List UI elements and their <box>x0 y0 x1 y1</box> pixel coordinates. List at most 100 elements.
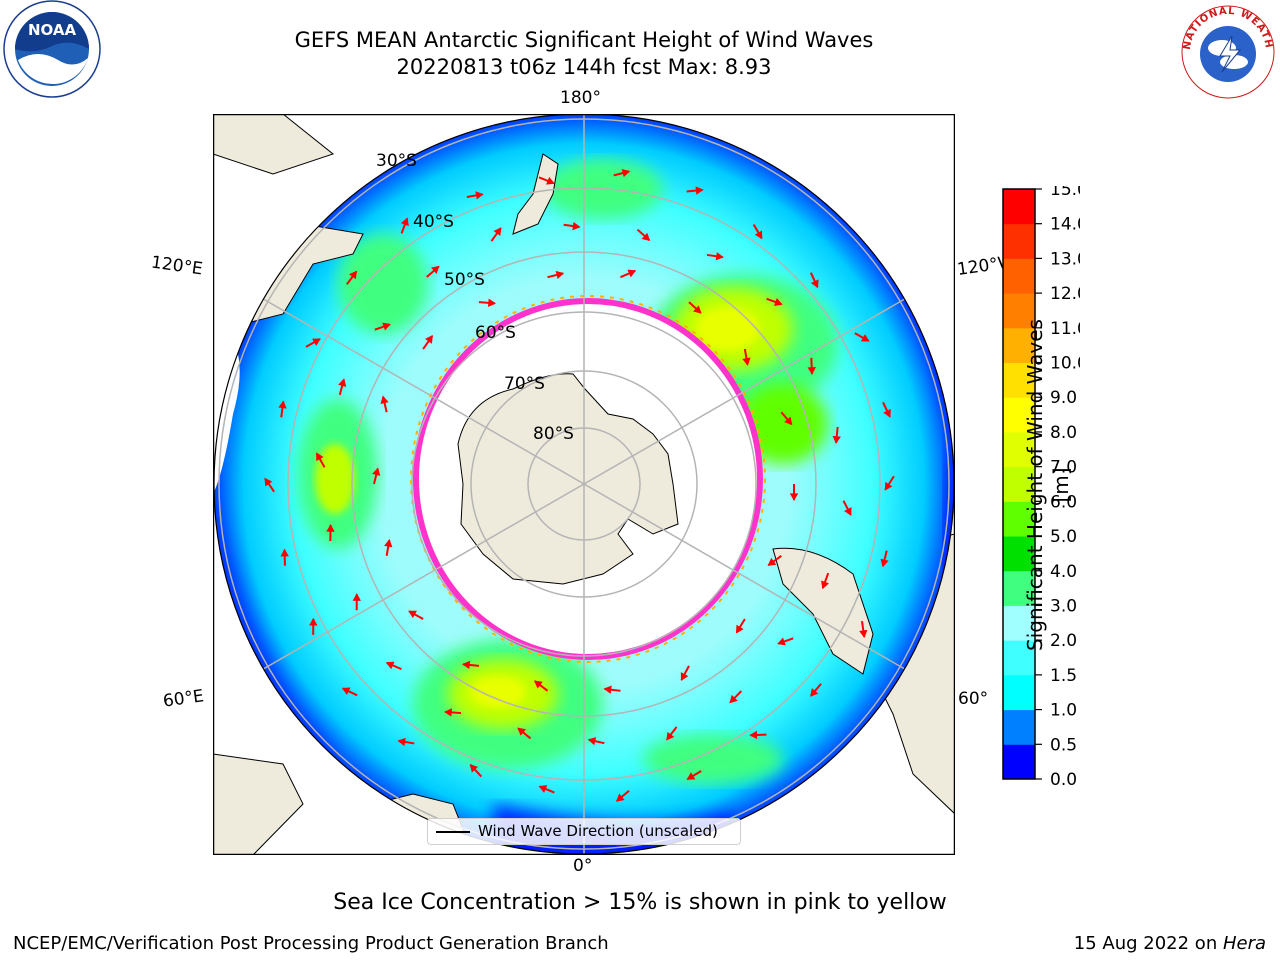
lon-label-0: 0° <box>573 856 593 876</box>
wind-wave-arrowhead <box>475 191 484 200</box>
wind-wave-arrowhead <box>880 558 889 568</box>
wind-wave-arrowhead <box>280 548 289 557</box>
legend-line-swatch <box>436 831 470 833</box>
colorbar-tick-label: 1.5 <box>1050 666 1077 686</box>
colorbar-tick-label: 3.0 <box>1050 596 1077 616</box>
chart-subtitle: 20220813 t06z 144h fcst Max: 8.93 <box>396 55 772 79</box>
wind-wave-arrowhead <box>810 279 819 289</box>
lat-label-60s: 60°S <box>475 323 516 343</box>
wind-wave-arrowhead <box>278 400 287 409</box>
wind-wave-arrowhead <box>749 730 758 740</box>
wind-wave-arrowhead <box>555 270 565 280</box>
lon-label-180: 180° <box>560 88 601 108</box>
wind-wave-arrowhead <box>431 265 440 274</box>
wind-wave-arrowhead <box>493 227 502 236</box>
wind-wave-arrowhead <box>534 680 543 689</box>
colorbar-tick-label: 6.0 <box>1050 492 1077 512</box>
wind-wave-arrowhead <box>616 793 625 802</box>
wind-wave-arrowhead <box>621 168 631 178</box>
colorbar-tick-label: 7.0 <box>1050 458 1077 478</box>
colorbar-tick-label: 0.0 <box>1050 770 1077 786</box>
wind-wave-arrowhead <box>789 493 799 502</box>
colorbar: 0.0 0.5 1.0 1.5 2.0 3.0 4.0 5.0 6.0 7.0 8.0 9.0 10.0… <box>1002 186 1080 786</box>
wind-wave-arrowhead <box>443 708 452 717</box>
wind-wave-arrows <box>264 168 895 802</box>
colorbar-band <box>1003 397 1035 433</box>
colorbar-band <box>1003 674 1035 711</box>
wind-wave-arrowhead <box>488 298 496 308</box>
wind-wave-arrowhead <box>777 637 786 646</box>
wind-wave-arrowhead <box>754 230 763 240</box>
lat-label-80s: 80°S <box>533 424 574 444</box>
wind-wave-arrowhead <box>686 772 696 780</box>
colorbar-tick-label: 1.0 <box>1050 701 1077 721</box>
wind-wave-arrowhead <box>316 452 324 462</box>
noaa-logo: NOAA <box>3 0 101 98</box>
wind-wave-arrowhead <box>844 507 852 516</box>
wind-wave-arrowhead <box>859 629 868 639</box>
wind-wave-arrowhead <box>382 322 391 331</box>
wind-wave-arrowhead <box>603 685 612 694</box>
colorbar-label: Significant Height of Wind Waves [m] <box>1023 319 1073 651</box>
colorbar-tick-label: 11.0 <box>1050 319 1080 339</box>
nws-logo: NATIONAL WEATHER SERVICE <box>1176 0 1275 99</box>
colorbar-band <box>1003 466 1035 502</box>
colorbar-tick-label: 14.0 <box>1050 215 1080 235</box>
wind-wave-arrowhead <box>773 298 783 306</box>
colorbar-tick-label: 12.0 <box>1050 284 1080 304</box>
lat-label-40s: 40°S <box>413 212 454 232</box>
wind-wave-arrowhead <box>860 334 870 342</box>
colorbar-tick-label: 10.0 <box>1050 354 1080 374</box>
noaa-logo-text: NOAA <box>28 21 77 39</box>
wind-wave-arrowhead <box>736 624 744 634</box>
colorbar-tick-label: 15.0 <box>1050 186 1080 200</box>
colorbar-band <box>1003 189 1035 225</box>
wind-wave-arrowhead <box>517 727 526 736</box>
colorbar-band <box>1003 536 1035 572</box>
wind-wave-arrowhead <box>264 477 273 487</box>
wind-wave-arrowhead <box>341 687 351 696</box>
wind-wave-arrowhead <box>883 408 891 418</box>
wind-wave-arrowhead <box>587 737 597 746</box>
chart-title: GEFS MEAN Antarctic Significant Height o… <box>294 28 874 52</box>
lon-label-60e: 60°E <box>161 686 206 712</box>
wind-wave-arrowhead <box>408 610 417 619</box>
colorbar-tick-label: 9.0 <box>1050 388 1077 408</box>
wind-wave-arrowhead <box>400 217 409 227</box>
wind-wave-arrowhead <box>695 186 704 195</box>
wind-wave-arrowhead <box>312 338 321 346</box>
wind-wave-arrowhead <box>326 524 335 532</box>
colorbar-band <box>1003 640 1035 676</box>
wind-wave-arrowhead <box>372 467 381 476</box>
colorbar-band <box>1003 293 1035 329</box>
wind-wave-arrowhead <box>462 660 471 670</box>
wind-wave-arrowhead <box>546 176 555 185</box>
lon-label-120e: 120°E <box>149 252 204 280</box>
wind-wave-arrowhead <box>810 688 819 697</box>
wind-wave-arrowhead <box>352 593 361 601</box>
map-legend: Wind Wave Direction (unscaled) <box>427 818 741 845</box>
wind-wave-arrowhead <box>742 357 751 366</box>
colorbar-band <box>1003 744 1035 780</box>
colorbar-band <box>1003 327 1035 364</box>
wind-wave-arrowhead <box>821 580 829 590</box>
colorbar-band <box>1003 258 1035 294</box>
colorbar-tick-label: 8.0 <box>1050 423 1077 443</box>
wind-wave-arrowhead <box>572 221 581 231</box>
colorbar-tick-label: 5.0 <box>1050 527 1077 547</box>
colorbar-tick-label: 0.5 <box>1050 735 1077 755</box>
wind-wave-arrowhead <box>538 785 548 793</box>
wind-wave-arrowhead <box>832 435 841 444</box>
wind-wave-arrowhead <box>807 366 816 375</box>
lat-label-50s: 50°S <box>444 270 485 290</box>
wind-wave-arrowhead <box>884 481 893 491</box>
host-name: Hera <box>1222 933 1266 954</box>
wind-wave-arrowhead <box>338 378 347 387</box>
lat-label-70s: 70°S <box>504 374 545 394</box>
wind-wave-arrowhead <box>397 737 406 747</box>
wind-wave-arrowhead <box>380 395 389 405</box>
colorbar-band <box>1003 605 1035 641</box>
colorbar-band <box>1003 709 1035 745</box>
legend-label: Wind Wave Direction (unscaled) <box>478 822 718 840</box>
sea-ice-note: Sea Ice Concentration > 15% is shown in … <box>333 890 947 915</box>
